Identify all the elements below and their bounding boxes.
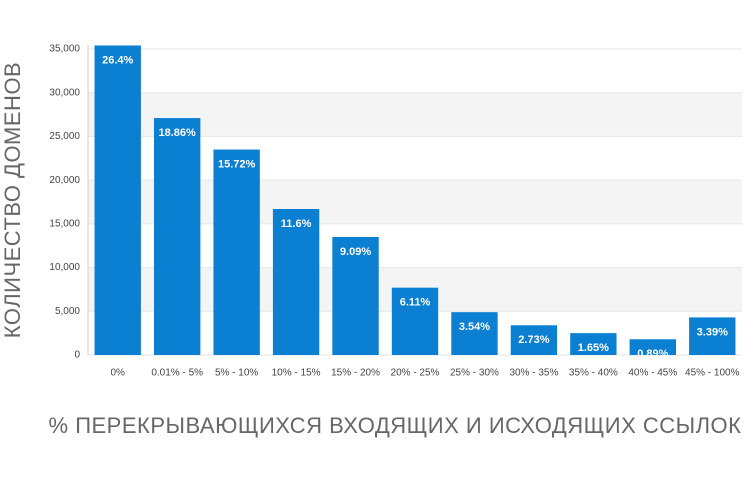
bar xyxy=(391,287,439,355)
y-tick-label: 0 xyxy=(74,350,80,361)
bar-label: 1.65% xyxy=(578,342,609,354)
bar xyxy=(570,333,617,355)
bar xyxy=(153,118,201,355)
y-tick-label: 15,000 xyxy=(49,218,80,229)
x-tick-label: 15% - 20% xyxy=(331,368,380,379)
x-tick-label: 40% - 45% xyxy=(628,368,677,379)
x-tick-label: 35% - 40% xyxy=(569,368,618,379)
y-tick-label: 5,000 xyxy=(55,306,80,317)
bar-label: 3.39% xyxy=(697,326,728,338)
x-tick-label: 45% - 100% xyxy=(685,368,740,379)
bar-label: 15.72% xyxy=(218,158,256,170)
x-tick-label: 5% - 10% xyxy=(215,368,258,379)
y-tick-label: 10,000 xyxy=(49,262,80,273)
x-tick-label: 25% - 30% xyxy=(450,368,499,379)
bar-label: 18.86% xyxy=(159,127,197,139)
y-tick-label: 20,000 xyxy=(49,175,80,186)
x-tick-label: 30% - 35% xyxy=(509,368,558,379)
x-axis-title: % ПЕРЕКРЫВАЮЩИХСЯ ВХОДЯЩИХ И ИСХОДЯЩИХ С… xyxy=(49,413,742,438)
x-tick-label: 10% - 15% xyxy=(272,368,321,379)
bar-label: 26.4% xyxy=(102,54,133,66)
bar xyxy=(94,45,141,355)
x-tick-label: 20% - 25% xyxy=(391,368,440,379)
bar xyxy=(332,236,379,355)
bar xyxy=(213,149,260,355)
bar xyxy=(629,339,677,355)
bar-label: 11.6% xyxy=(281,218,312,230)
bar xyxy=(510,325,558,355)
x-tick-label: 0.01% - 5% xyxy=(151,368,203,379)
y-axis-title: КОЛИЧЕСТВО ДОМЕНОВ xyxy=(0,62,25,338)
y-tick-label: 35,000 xyxy=(49,44,80,55)
bar-label: 3.54% xyxy=(459,321,490,333)
bar-label: 9.09% xyxy=(340,246,371,258)
bar-label: 0.89% xyxy=(637,348,668,360)
bar-label: 2.73% xyxy=(518,334,549,346)
y-tick-label: 25,000 xyxy=(49,131,80,142)
bar xyxy=(451,312,498,355)
bar xyxy=(689,317,736,355)
bar xyxy=(272,208,320,355)
bar-label: 6.11% xyxy=(400,297,431,309)
x-tick-label: 0% xyxy=(111,368,126,379)
y-tick-label: 30,000 xyxy=(49,87,80,98)
